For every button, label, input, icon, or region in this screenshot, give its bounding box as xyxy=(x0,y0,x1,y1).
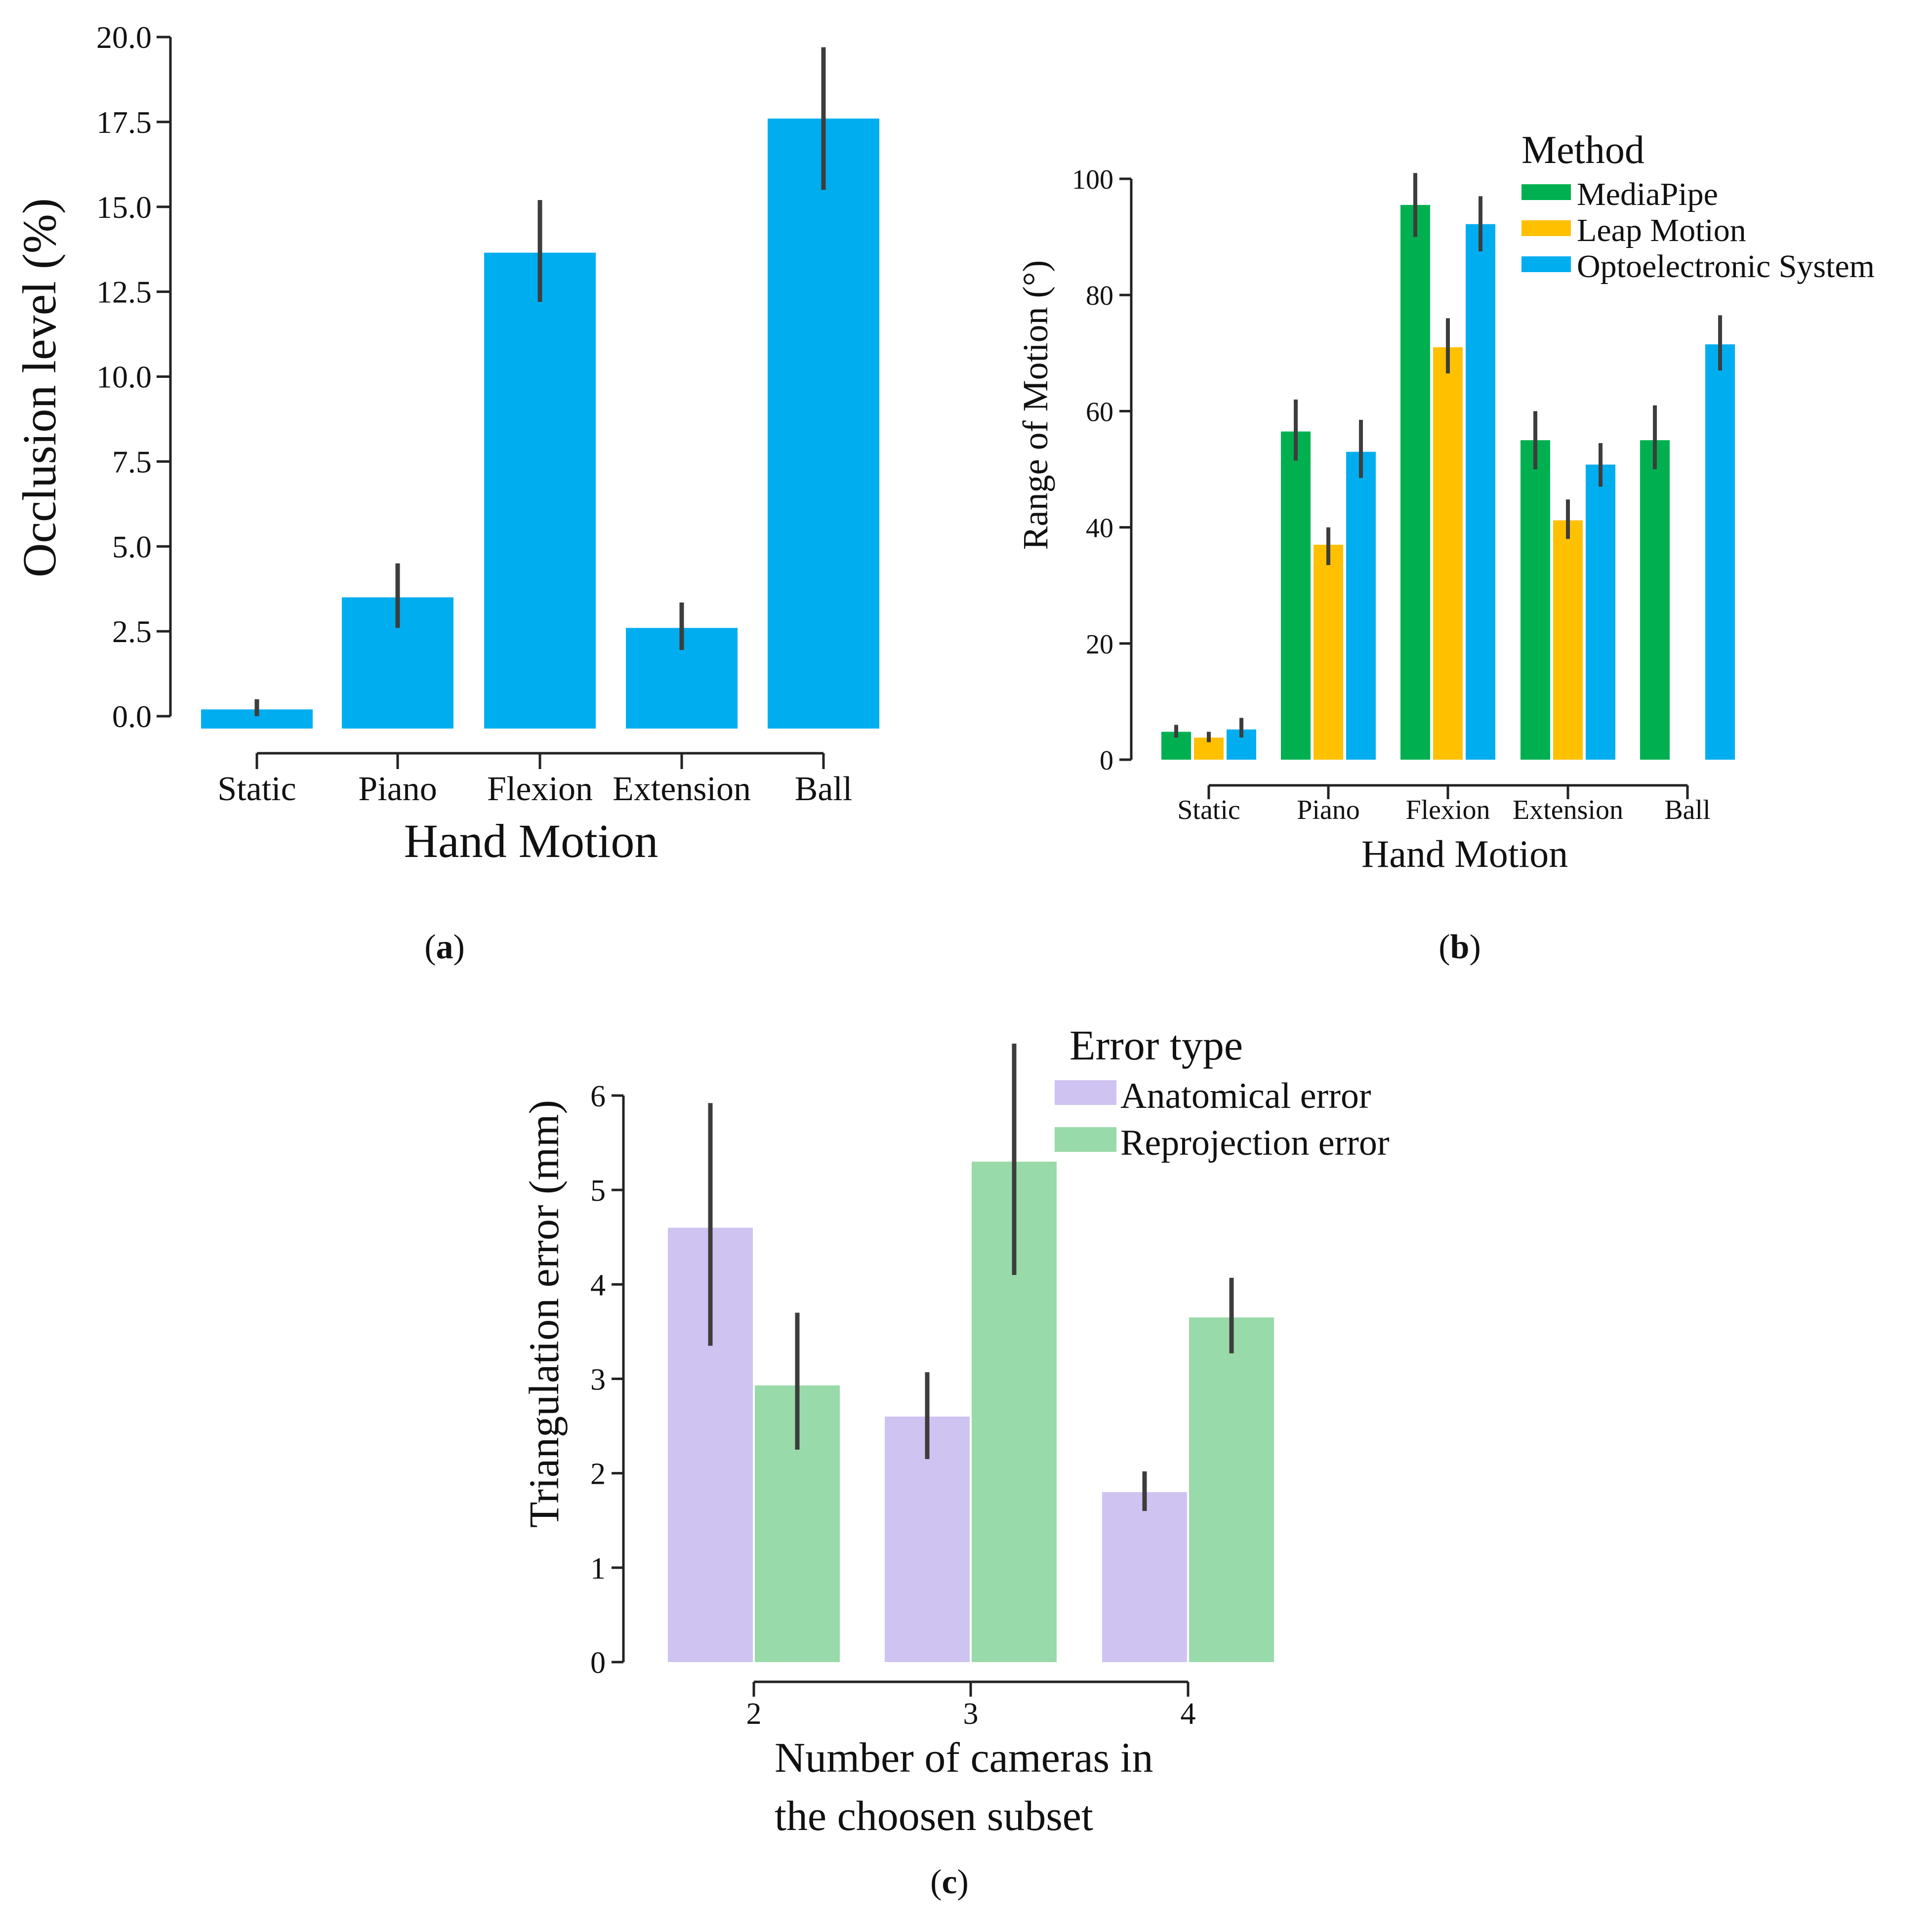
c-y-tick-label: 2 xyxy=(590,1458,606,1491)
b-x-tick-label: Ball xyxy=(1664,795,1710,825)
b-bar-mediapipe-piano xyxy=(1281,431,1311,760)
b-legend-swatch-leap-motion xyxy=(1521,220,1571,236)
a-x-tick-label: Ball xyxy=(795,770,853,808)
a-y-axis-label: Occlusion level (%) xyxy=(13,198,66,577)
a-caption-letter: a xyxy=(436,928,453,966)
b-y-tick-label: 80 xyxy=(1086,281,1113,311)
b-x-tick-label: Piano xyxy=(1297,795,1360,825)
c-legend-title: Error type xyxy=(1069,1021,1243,1069)
a-x-axis-label: Hand Motion xyxy=(404,814,658,867)
b-y-tick-label: 40 xyxy=(1086,513,1113,544)
c-y-tick-label: 6 xyxy=(590,1080,606,1113)
panel-c-triangulation-error-chart: 0 1 2 3 4 5 6 2 3 4 Number of cameras in the cho… xyxy=(520,1021,1390,1901)
b-bar-optoelectronic-system-flexion xyxy=(1466,224,1495,760)
b-legend-label: MediaPipe xyxy=(1577,176,1718,212)
svg-text:(a): (a) xyxy=(424,928,465,966)
c-y-tick-label: 0 xyxy=(590,1646,606,1680)
a-y-tick-label: 10.0 xyxy=(96,360,152,395)
b-legend-label: Optoelectronic System xyxy=(1577,248,1875,285)
a-y-tick-label: 0.0 xyxy=(112,699,152,734)
b-x-tick-label: Extension xyxy=(1513,795,1623,825)
b-bar-mediapipe-extension xyxy=(1521,440,1550,760)
b-bar-optoelectronic-system-extension xyxy=(1586,464,1615,760)
a-y-axis-ticks: 0.0 2.5 5.0 7.5 10.0 12.5 15.0 17.5 20.0 xyxy=(96,20,172,734)
a-bars xyxy=(201,119,879,729)
b-legend-title: Method xyxy=(1521,128,1644,172)
a-y-tick-label: 2.5 xyxy=(112,614,152,649)
b-legend-label: Leap Motion xyxy=(1577,212,1746,248)
b-y-tick-label: 100 xyxy=(1072,164,1113,195)
a-x-tick-label: Flexion xyxy=(487,770,593,808)
c-legend: Error type Anatomical error Reprojection … xyxy=(1055,1021,1390,1163)
a-y-tick-label: 7.5 xyxy=(112,444,152,479)
b-legend-swatch-optoelectronic-system xyxy=(1521,256,1571,272)
c-y-tick-label: 3 xyxy=(590,1363,606,1397)
c-legend-label: Anatomical error xyxy=(1120,1076,1371,1116)
a-bar-ball xyxy=(768,119,879,729)
c-y-tick-label: 1 xyxy=(590,1552,606,1586)
b-bar-mediapipe-ball xyxy=(1640,440,1670,760)
c-y-axis-ticks: 0 1 2 3 4 5 6 xyxy=(590,1080,625,1680)
b-x-tick-label: Flexion xyxy=(1405,795,1490,825)
c-error-bars xyxy=(708,1043,1234,1511)
b-x-axis-label: Hand Motion xyxy=(1361,832,1568,875)
c-y-tick-label: 5 xyxy=(590,1174,606,1208)
c-x-tick-label: 4 xyxy=(1181,1697,1196,1731)
b-bar-leap-motion-flexion xyxy=(1433,347,1463,760)
c-caption: (c) xyxy=(930,1863,969,1901)
b-bar-leap-motion-extension xyxy=(1553,520,1583,760)
a-y-tick-label: 15.0 xyxy=(96,190,152,225)
panel-a-occlusion-chart: 0.0 2.5 5.0 7.5 10.0 12.5 15.0 17.5 20.0 Static P… xyxy=(13,20,879,966)
c-caption-letter: c xyxy=(942,1863,957,1901)
a-y-tick-label: 17.5 xyxy=(96,105,152,140)
c-legend-swatch-reprojection-error xyxy=(1055,1127,1116,1152)
b-caption: (b) xyxy=(1439,928,1481,966)
b-caption-letter: b xyxy=(1450,928,1470,966)
c-x-tick-label: 3 xyxy=(963,1697,979,1731)
svg-text:(c): (c) xyxy=(930,1863,969,1901)
c-x-axis-label-line-1: Number of cameras in xyxy=(775,1734,1153,1781)
a-x-tick-label: Extension xyxy=(613,770,751,808)
b-x-categories: Static Piano Flexion Extension Ball xyxy=(1177,784,1711,825)
c-bar-reprojection-error-4 xyxy=(1189,1317,1274,1662)
c-bar-anatomical-error-4 xyxy=(1102,1492,1187,1662)
b-y-axis-ticks: 0 20 40 60 80 100 xyxy=(1072,164,1133,776)
a-caption: (a) xyxy=(424,928,465,966)
b-y-axis-label: Range of Motion (°) xyxy=(1016,260,1055,550)
b-bar-optoelectronic-system-ball xyxy=(1705,344,1735,760)
c-x-tick-label: 2 xyxy=(746,1697,762,1731)
svg-text:(b): (b) xyxy=(1439,928,1481,966)
c-legend-swatch-anatomical-error xyxy=(1055,1080,1116,1105)
b-bars xyxy=(1161,204,1735,760)
a-bar-flexion xyxy=(484,252,596,729)
c-bars xyxy=(668,1161,1274,1662)
a-y-tick-label: 20.0 xyxy=(96,20,152,55)
a-x-categories: Static Piano Flexion Extension Ball xyxy=(217,752,853,808)
c-y-axis-label: Triangulation error (mm) xyxy=(520,1100,568,1528)
b-legend-swatch-mediapipe xyxy=(1521,184,1571,200)
a-x-tick-label: Static xyxy=(217,770,296,808)
a-y-tick-label: 5.0 xyxy=(112,529,152,564)
b-x-tick-label: Static xyxy=(1177,795,1240,825)
b-y-tick-label: 20 xyxy=(1086,629,1113,660)
b-y-tick-label: 60 xyxy=(1086,397,1113,427)
b-bar-mediapipe-flexion xyxy=(1400,204,1430,760)
a-y-tick-label: 12.5 xyxy=(96,275,152,310)
c-y-tick-label: 4 xyxy=(590,1268,606,1302)
b-bar-leap-motion-piano xyxy=(1314,544,1343,760)
a-error-bars xyxy=(254,47,826,716)
b-y-tick-label: 0 xyxy=(1100,745,1113,776)
c-legend-label: Reprojection error xyxy=(1120,1123,1390,1163)
b-bar-optoelectronic-system-piano xyxy=(1346,451,1376,760)
c-x-categories: 2 3 4 xyxy=(746,1680,1196,1731)
panel-b-range-of-motion-chart: 0 20 40 60 80 100 Static Piano Flexion Extension… xyxy=(1016,128,1875,966)
c-x-axis-label-line-2: the choosen subset xyxy=(775,1792,1093,1839)
a-x-tick-label: Piano xyxy=(358,770,437,808)
b-error-bars xyxy=(1174,173,1722,742)
